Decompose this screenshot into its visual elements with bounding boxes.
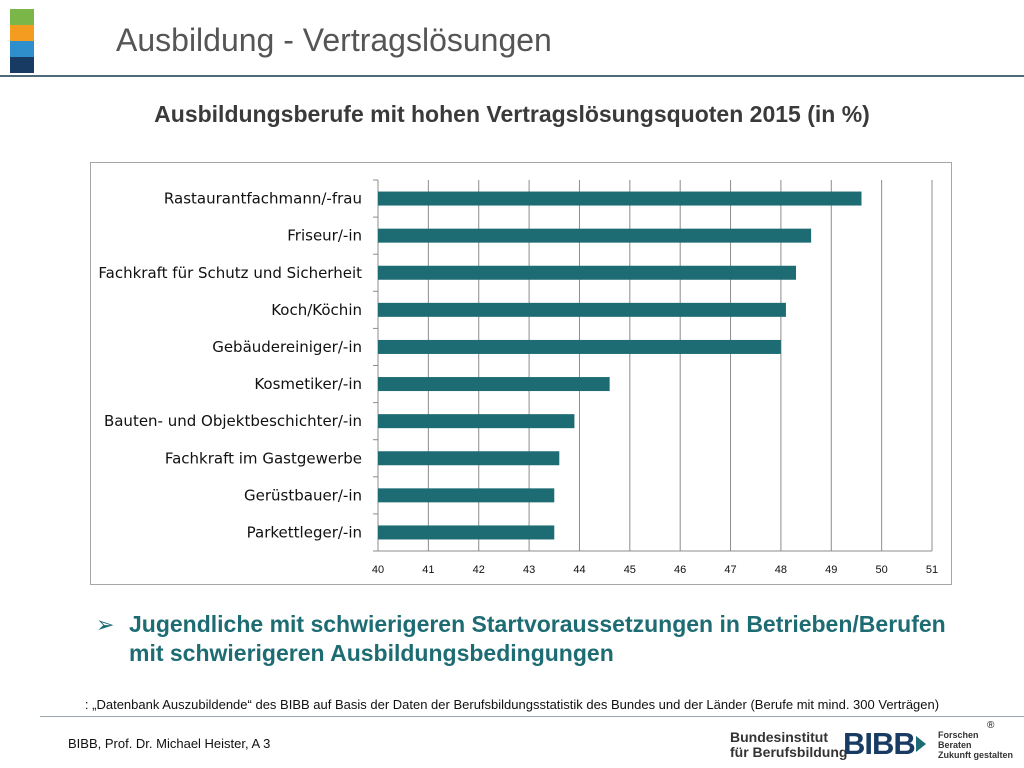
slide-title: Ausbildung - Vertragslösungen — [116, 22, 552, 58]
footer-author: BIBB, Prof. Dr. Michael Heister, A 3 — [68, 736, 271, 751]
logo-tag-1: Forschen — [938, 730, 979, 740]
registered-mark: ® — [987, 720, 995, 731]
logo-institute-name: Bundesinstitut für Berufsbildung — [730, 730, 847, 760]
category-label: Rastaurantfachmann/-frau — [164, 190, 362, 208]
chart-heading: Ausbildungsberufe mit hohen Vertragslösu… — [154, 101, 870, 127]
logo-wordmark: BIBB — [843, 726, 916, 761]
x-tick-label: 40 — [372, 564, 384, 576]
corner-block-orange — [10, 25, 34, 41]
x-tick-label: 41 — [422, 564, 434, 576]
bar-chart: 40 41 42 43 44 45 46 47 48 49 50 51 Rastaurantfachma… — [98, 179, 938, 576]
x-tick-label: 46 — [674, 564, 686, 576]
category-label: Koch/Köchin — [271, 301, 362, 319]
x-tick-label: 50 — [876, 564, 888, 576]
bar — [378, 228, 812, 243]
x-tick-label: 42 — [473, 564, 485, 576]
category-label: Bauten- und Objektbeschichter/-in — [104, 412, 362, 430]
bar — [378, 191, 862, 206]
corner-block-navy — [10, 57, 34, 73]
category-label: Gebäudereiniger/-in — [212, 338, 362, 356]
bibb-logo: Bundesinstitut für Berufsbildung BIBB Fo… — [730, 720, 1020, 764]
bar — [378, 339, 781, 354]
footer-divider — [40, 716, 1024, 717]
x-tick-label: 51 — [926, 564, 938, 576]
bar — [378, 488, 555, 503]
category-label: Kosmetiker/-in — [254, 375, 362, 393]
logo-tagline: Forschen Beraten Zukunft gestalten — [938, 730, 1013, 760]
x-tick-label: 48 — [775, 564, 787, 576]
bar — [378, 302, 786, 317]
bar — [378, 265, 797, 280]
chart-frame: 40 41 42 43 44 45 46 47 48 49 50 51 Rastaurantfachma… — [90, 162, 952, 585]
category-label: Parkettleger/-in — [247, 523, 362, 541]
category-label: Gerüstbauer/-in — [244, 486, 362, 504]
x-tick-label: 49 — [825, 564, 837, 576]
x-tick-label: 45 — [624, 564, 636, 576]
logo-tag-2: Beraten — [938, 740, 972, 750]
category-label: Fachkraft im Gastgewerbe — [165, 449, 362, 467]
corner-color-blocks — [10, 9, 34, 73]
x-tick-label: 47 — [724, 564, 736, 576]
bar — [378, 525, 555, 540]
x-tick-label: 43 — [523, 564, 535, 576]
logo-flag-icon — [916, 736, 926, 752]
bar — [378, 451, 560, 466]
category-label: Friseur/-in — [287, 227, 362, 245]
category-label: Fachkraft für Schutz und Sicherheit — [98, 264, 362, 282]
x-tick-label: 44 — [573, 564, 585, 576]
logo-tag-3: Zukunft gestalten — [938, 750, 1014, 760]
logo-line-1: Bundesinstitut — [730, 729, 828, 745]
corner-block-green — [10, 9, 34, 25]
source-note: : „Datenbank Auszubildende“ des BIBB auf… — [84, 697, 940, 712]
corner-block-blue — [10, 41, 34, 57]
arrow-bullet-icon: ➢ — [96, 612, 115, 637]
bar — [378, 414, 575, 429]
logo-line-2: für Berufsbildung — [730, 744, 848, 760]
title-divider — [0, 75, 1024, 77]
bar — [378, 377, 610, 392]
bullet-text: Jugendliche mit schwierigeren Startvorau… — [129, 611, 946, 666]
